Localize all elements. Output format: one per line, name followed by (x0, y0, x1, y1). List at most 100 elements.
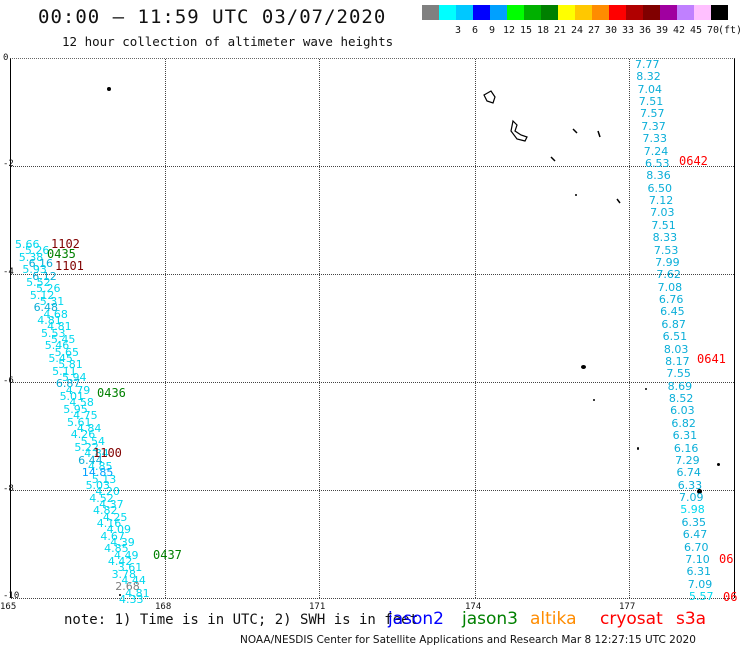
wave-height-value: 4.85 (88, 459, 113, 473)
wave-height-value: 5.93 (22, 263, 47, 277)
legend-swatch (643, 5, 660, 20)
island-marker (637, 447, 639, 450)
grid-line-lat-10 (11, 598, 734, 599)
legend-label: 6 (471, 25, 479, 36)
island-marker (593, 399, 595, 401)
wave-height-value: 6.50 (647, 181, 673, 195)
wave-height-value: 6.44 (78, 453, 103, 467)
wave-height-value: 8.32 (636, 70, 661, 84)
wave-height-value: 7.62 (656, 268, 681, 282)
legend-label: 3 (454, 25, 462, 36)
wave-height-value: 4.33 (119, 593, 144, 606)
wave-height-value: 6.48 (33, 301, 59, 315)
wave-height-value: 4.75 (73, 409, 98, 423)
wave-height-value: 6.31 (672, 429, 698, 443)
wave-height-value: 2.68 (115, 580, 140, 594)
wave-height-value: 6.70 (683, 540, 709, 554)
legend-swatch (473, 5, 490, 20)
legend-label: 12 (502, 25, 516, 36)
legend-swatch (507, 5, 524, 20)
x-axis-label: 171 (309, 602, 326, 612)
wave-height-value: 7.29 (675, 453, 700, 467)
wave-height-value: 5.65 (54, 345, 80, 359)
footnote: note: 1) Time is in UTC; 2) SWH is in fe… (64, 612, 419, 628)
wave-height-value: 5.38 (18, 250, 44, 264)
legend-label: 24 (570, 25, 584, 36)
island-marker (575, 194, 577, 196)
wave-height-value: 5.98 (680, 503, 705, 517)
island-marker (107, 87, 111, 91)
wave-height-value: 7.77 (635, 58, 660, 71)
wave-height-value: 6.12 (32, 269, 57, 283)
wave-height-value: 7.09 (687, 577, 713, 591)
time-label: 1100 (93, 446, 122, 460)
wave-height-value: 3.61 (117, 561, 143, 575)
wave-height-value: 4.37 (99, 497, 124, 511)
wave-height-value: 6.74 (676, 466, 701, 480)
legend-swatch (439, 5, 456, 20)
wave-height-value: 6.51 (662, 330, 688, 344)
satellite-jason2: jason2 (388, 609, 444, 629)
y-axis-label: -10 (3, 591, 20, 601)
grid-line-lon-168 (165, 59, 166, 598)
time-label: 1102 (51, 237, 80, 251)
wave-height-value: 4.81 (125, 586, 150, 600)
wave-height-value: 5.45 (48, 352, 73, 366)
legend-swatch (609, 5, 626, 20)
wave-height-value: 6.82 (671, 416, 696, 430)
wave-height-value: 6.87 (661, 317, 686, 331)
wave-height-value: 5.11 (52, 364, 77, 378)
time-label: 0642 (679, 154, 708, 168)
wave-height-value: 8.52 (668, 392, 694, 406)
wave-height-value: 6.87 (55, 377, 81, 391)
y-axis-label: -6 (3, 376, 14, 386)
wave-height-value: 8.69 (667, 379, 693, 393)
legend-label: 39 (655, 25, 669, 36)
wave-height-value: 6.53 (645, 156, 670, 170)
legend-swatch (575, 5, 592, 20)
time-label: 06 (723, 590, 738, 604)
wave-height-value: 7.55 (666, 367, 691, 381)
wave-height-value: 5.81 (58, 358, 83, 372)
legend-swatch (524, 5, 541, 20)
time-label: 0436 (97, 386, 126, 400)
wave-height-value: 7.53 (653, 243, 679, 257)
wave-height-value: 5.94 (62, 371, 87, 385)
wave-height-value: 5.45 (50, 333, 76, 347)
wave-height-value: 4.49 (114, 548, 139, 562)
page-title: 00:00 – 11:59 UTC 03/07/2020 (38, 6, 387, 28)
wave-height-value: 4.79 (65, 383, 91, 397)
legend-label: 9 (488, 25, 496, 36)
wave-height-value: 4.25 (102, 510, 128, 524)
wave-height-value: 4.52 (89, 491, 114, 505)
y-axis-label: -4 (3, 267, 14, 277)
wave-height-value: 5.46 (44, 339, 70, 353)
satellite-jason3: jason3 (462, 609, 518, 629)
wave-height-value: 5.54 (80, 434, 106, 448)
credit-footer: NOAA/NESDIS Center for Satellite Applica… (240, 634, 696, 646)
legend-swatch (660, 5, 677, 20)
wave-height-value: 7.33 (642, 132, 668, 146)
x-axis-label: 174 (465, 602, 482, 612)
island-marker (581, 365, 586, 369)
wave-height-value: 6.33 (677, 478, 703, 492)
grid-line-lat-2 (11, 166, 734, 167)
wave-height-value: 4.84 (76, 421, 102, 435)
island-marker (119, 594, 121, 596)
legend-unit: (ft) (718, 25, 740, 36)
satellite-altika: altika (530, 609, 577, 629)
satellite-s3a: s3a (676, 609, 707, 629)
wave-height-value: 5.66 (15, 238, 40, 251)
wave-height-value: 4.39 (110, 535, 135, 549)
wave-height-value: 5.03 (85, 478, 111, 492)
legend-label: 30 (604, 25, 618, 36)
wave-height-value: 6.03 (670, 404, 695, 418)
island-marker (645, 388, 647, 390)
wave-height-value: 7.09 (678, 491, 704, 505)
wave-height-value: 4.58 (69, 396, 94, 410)
wave-height-value: 4.67 (100, 529, 125, 543)
wave-height-value: 4.81 (37, 314, 62, 328)
wave-height-value: 7.99 (655, 255, 680, 269)
wave-height-value: 4.44 (121, 573, 146, 587)
wave-height-value: 4.81 (47, 320, 72, 334)
